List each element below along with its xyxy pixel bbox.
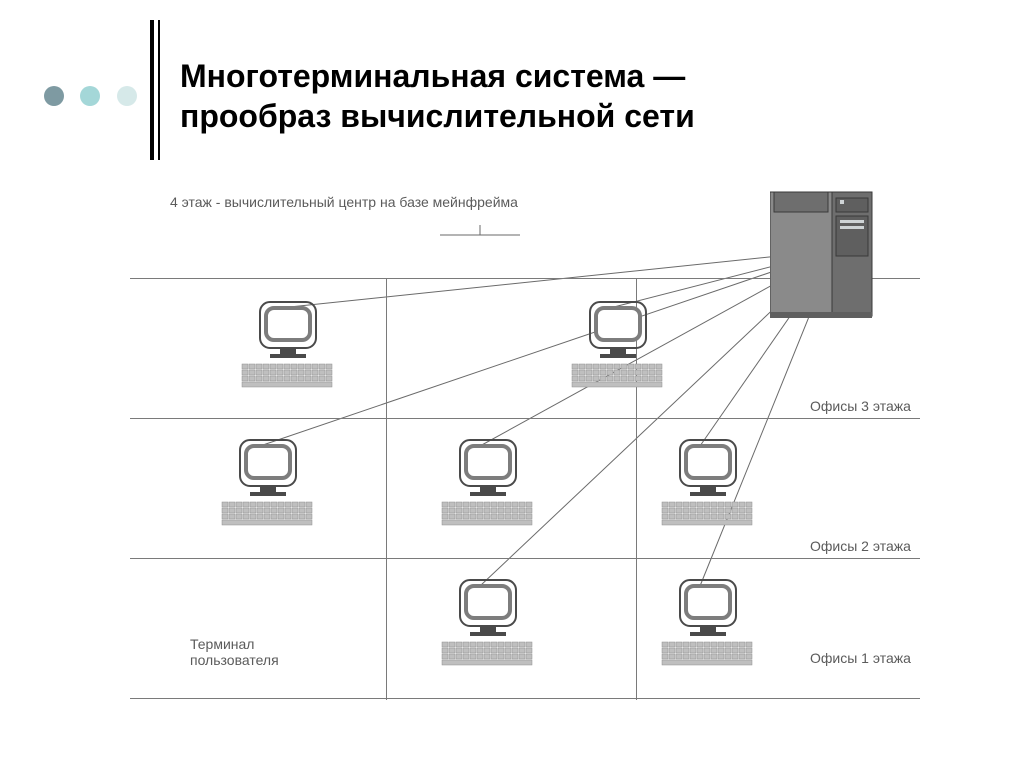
title-line2: прообраз вычислительной сети (180, 98, 695, 134)
page-title: Многотерминальная система — прообраз выч… (180, 56, 695, 136)
terminal-f1-1 (440, 578, 536, 670)
label-floor3: Офисы 3 этажа (810, 398, 911, 414)
bullet-1 (44, 86, 64, 106)
terminal-f2-3 (660, 438, 756, 530)
terminal-f2-1 (220, 438, 316, 530)
network-diagram: Офисы 3 этажа Офисы 2 этажа Офисы 1 этажа Т… (130, 220, 920, 700)
slide: Многотерминальная система — прообраз выч… (0, 0, 1024, 767)
diagram-subheading: 4 этаж - вычислительный центр на базе ме… (170, 194, 518, 210)
bullet-2 (80, 86, 100, 106)
terminal-f1-2 (660, 578, 756, 670)
mainframe-icon (770, 186, 876, 322)
label-terminal: Терминал пользователя (190, 636, 279, 668)
bullet-3 (117, 86, 137, 106)
label-floor2: Офисы 2 этажа (810, 538, 911, 554)
title-rule-thick (150, 20, 154, 160)
title-line1: Многотерминальная система — (180, 58, 685, 94)
terminal-f2-2 (440, 438, 536, 530)
column-divider-0 (386, 278, 387, 700)
floor-divider-1 (130, 418, 920, 419)
terminal-f3-2 (570, 300, 666, 392)
title-rule-thin (158, 20, 160, 160)
terminal-f3-1 (240, 300, 336, 392)
floor-divider-2 (130, 558, 920, 559)
floor-divider-3 (130, 698, 920, 699)
label-floor1: Офисы 1 этажа (810, 650, 911, 666)
bullet-row (44, 86, 149, 106)
